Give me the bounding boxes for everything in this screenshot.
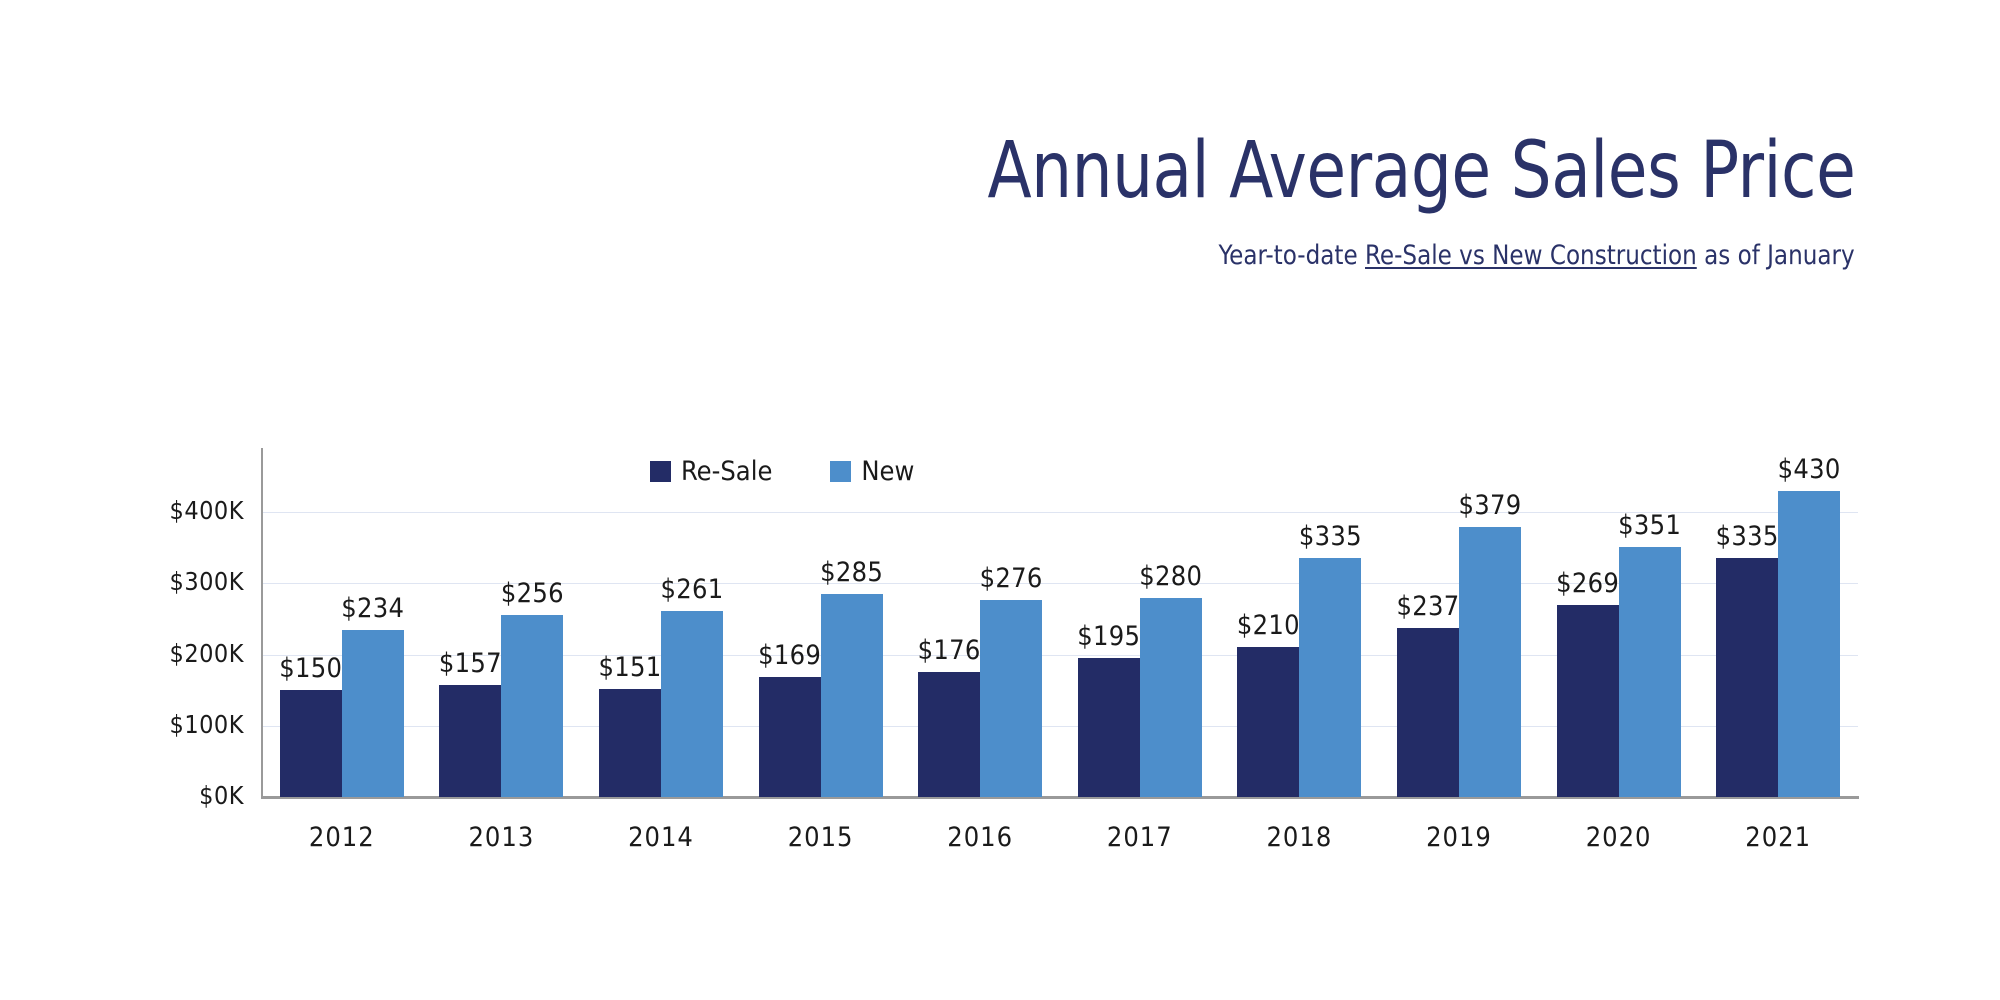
bar-new-2014[interactable]: $261 [660,574,723,797]
bar-resale-2018[interactable]: $210 [1237,610,1300,797]
bar-group-2020: $269 $351 [1556,448,1681,797]
y-axis-tick-label: $400K [169,496,244,525]
legend-label-resale: Re-Sale [681,456,773,487]
bar-group-2014: $151 $261 [598,448,723,797]
bar-group-2012: $150 $234 [279,448,404,797]
bar-value-label: $269 [1556,568,1620,600]
y-axis-tick-label: $300K [169,567,244,597]
x-axis-tick-label-2015: 2015 [787,822,854,853]
bar-value-label: $169 [758,639,822,671]
bar-value-label: $237 [1396,591,1460,623]
bar-new-2016[interactable]: $276 [980,563,1042,797]
legend-swatch-new [830,461,852,482]
bar-resale-2014[interactable]: $151 [598,652,661,797]
bar-value-label: $280 [1139,560,1203,592]
bar-value-label: $234 [341,593,405,625]
bar-resale-2020[interactable]: $269 [1556,568,1619,797]
bar-group-2018: $210 $335 [1237,448,1362,797]
bar-new-2013[interactable]: $256 [501,578,564,797]
x-axis-tick-label-2016: 2016 [947,822,1014,853]
bar-resale-2015[interactable]: $169 [758,640,821,797]
x-axis-tick-label-2019: 2019 [1426,822,1492,853]
subtitle-prefix: Year-to-date [1218,240,1366,271]
bar-value-label: $157 [438,648,502,680]
bar-resale-2017[interactable]: $195 [1077,621,1140,797]
gridline [262,512,1858,513]
bar-value-label: $285 [820,556,884,588]
x-axis-tick-label-2017: 2017 [1106,822,1173,853]
bar-value-label: $351 [1618,509,1682,541]
bar-value-label: $210 [1236,610,1300,642]
y-axis-tick-label: $0K [199,781,244,810]
x-axis-tick-label-2018: 2018 [1266,822,1333,853]
bar-group-2019: $237 $379 [1396,448,1521,797]
y-axis-tick-label: $200K [169,638,244,668]
bar-group-2015: $169 $285 [758,448,883,797]
subtitle-suffix: as of January [1697,240,1855,271]
bar-value-label: $261 [660,574,724,606]
plot-area: $150 $234 $157 $256 $151 $261 $169 $285 $176 $276… [262,448,1858,797]
bar-new-2012[interactable]: $234 [341,593,404,797]
legend-item-new[interactable]: New [830,456,914,487]
bar-value-label: $335 [1715,521,1779,553]
bar-group-2017: $195 $280 [1077,448,1202,797]
bar-value-label: $276 [979,563,1043,595]
x-axis-line [261,796,1859,799]
bar-value-label: $176 [917,634,981,666]
bar-resale-2019[interactable]: $237 [1396,591,1459,797]
bar-value-label: $256 [500,577,564,609]
x-axis-tick-label-2013: 2013 [468,822,535,853]
gridline [262,583,1858,585]
bar-new-2018[interactable]: $335 [1299,521,1362,797]
bar-resale-2016[interactable]: $176 [918,635,980,797]
bar-new-2020[interactable]: $351 [1618,510,1681,797]
y-axis-line [261,448,263,798]
gridline [262,654,1858,656]
bar-resale-2012[interactable]: $150 [279,653,342,797]
legend-label-new: New [861,456,915,487]
y-axis-tick-label: $100K [169,709,244,739]
chart-legend: Re-Sale New [650,456,914,487]
x-axis-tick-label-2020: 2020 [1585,822,1652,853]
legend-swatch-resale [650,461,671,482]
bar-new-2019[interactable]: $379 [1458,490,1521,797]
bar-group-2013: $157 $256 [439,448,564,797]
chart-subtitle: Year-to-date Re-Sale vs New Construction… [1219,240,1855,272]
bar-new-2017[interactable]: $280 [1139,561,1202,797]
bar-value-label: $150 [279,653,343,685]
bar-value-label: $195 [1077,621,1141,653]
bar-new-2021[interactable]: $430 [1778,454,1840,797]
bar-resale-2021[interactable]: $335 [1716,521,1778,797]
bar-value-label: $151 [598,652,662,684]
bar-value-label: $335 [1298,521,1362,553]
bar-value-label: $430 [1777,453,1841,485]
x-axis-tick-label-2021: 2021 [1745,822,1812,853]
bar-resale-2013[interactable]: $157 [439,648,502,797]
page-title: Annual Average Sales Price [987,126,1855,216]
chart-header: Annual Average Sales Price Year-to-date … [0,0,2000,300]
x-axis-tick-label-2012: 2012 [308,822,375,853]
x-axis-tick-label-2014: 2014 [628,822,694,853]
legend-item-resale[interactable]: Re-Sale [650,456,772,487]
bar-group-2021: $335 $430 [1716,448,1840,797]
bar-new-2015[interactable]: $285 [820,557,883,797]
bar-group-2016: $176 $276 [918,448,1042,797]
gridline [262,725,1858,727]
subtitle-underlined-segment: Re-Sale vs New Construction [1365,240,1698,271]
bar-value-label: $379 [1458,489,1522,521]
